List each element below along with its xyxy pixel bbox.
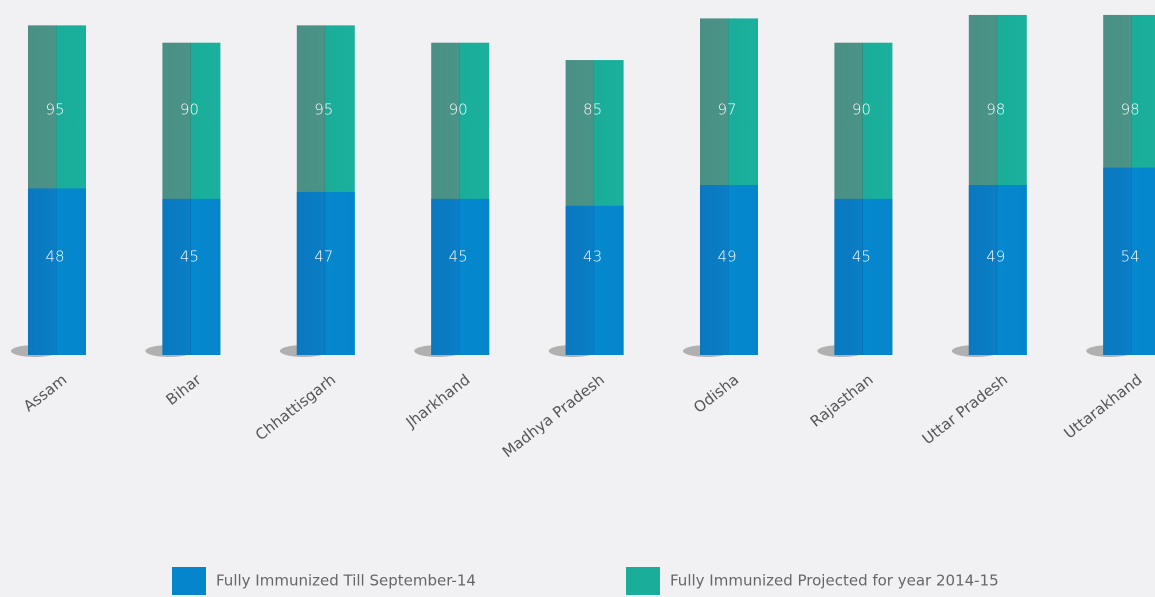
value-label: 45	[449, 248, 468, 266]
value-label: 90	[180, 101, 199, 119]
x-tick-label: Madhya Pradesh	[499, 371, 608, 462]
bar	[968, 184, 1027, 355]
value-label: 48	[45, 248, 64, 266]
bar	[1103, 167, 1155, 355]
x-tick-label: Uttarakhand	[1060, 371, 1145, 443]
value-label: 47	[314, 248, 333, 266]
value-label: 49	[717, 248, 736, 266]
value-label: 43	[583, 248, 602, 266]
value-label: 49	[986, 248, 1005, 266]
value-label: 98	[1121, 101, 1140, 119]
x-tick-label: Rajasthan	[807, 371, 877, 431]
value-label: 90	[852, 101, 871, 119]
value-label: 54	[1121, 248, 1140, 266]
value-label: 45	[852, 248, 871, 266]
value-label: 90	[449, 101, 468, 119]
legend-swatch	[626, 567, 660, 595]
value-label: 95	[45, 101, 64, 119]
x-tick-label: Chhattisgarh	[252, 371, 339, 445]
bar	[431, 198, 490, 355]
bar	[296, 191, 355, 355]
bar	[834, 198, 893, 355]
value-label: 97	[717, 101, 736, 119]
value-label: 98	[986, 101, 1005, 119]
value-label: 95	[314, 101, 333, 119]
value-label: 45	[180, 248, 199, 266]
x-tick-label: Bihar	[163, 370, 206, 409]
bar	[162, 198, 221, 355]
value-label: 85	[583, 101, 602, 119]
legend-label: Fully Immunized Projected for year 2014-…	[670, 572, 999, 590]
bar	[700, 184, 758, 355]
bar	[565, 205, 624, 355]
x-tick-label: Jharkhand	[402, 371, 474, 432]
bar	[28, 188, 86, 355]
legend-swatch	[172, 567, 206, 595]
x-tick-label: Odisha	[690, 371, 742, 417]
legend-label: Fully Immunized Till September-14	[216, 572, 476, 590]
x-tick-label: Assam	[20, 371, 70, 416]
x-tick-label: Uttar Pradesh	[919, 371, 1011, 449]
